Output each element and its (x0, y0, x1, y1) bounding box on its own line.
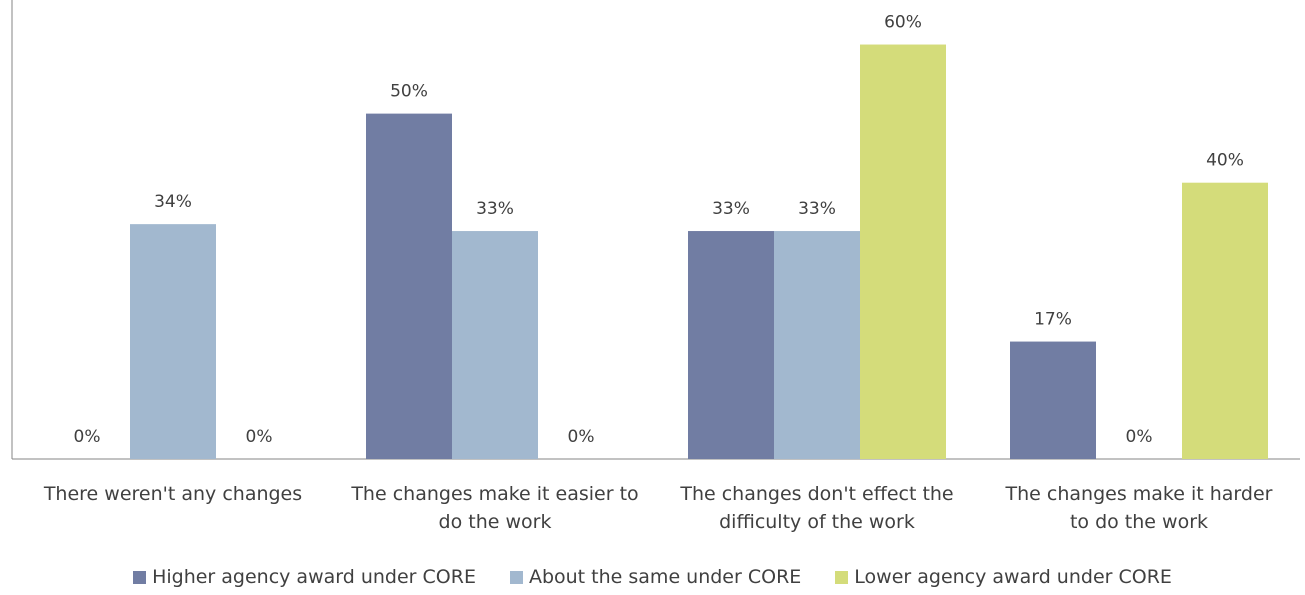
bar (774, 231, 860, 459)
legend-label: Higher agency award under CORE (152, 566, 476, 588)
data-label: 0% (74, 427, 101, 447)
legend-label: About the same under CORE (528, 566, 802, 588)
legend-item: Higher agency award under CORE (133, 566, 476, 588)
bar (1182, 182, 1268, 459)
bar (452, 231, 538, 459)
bar (688, 231, 774, 459)
bar (860, 44, 946, 460)
data-label: 50% (390, 82, 428, 102)
data-label: 33% (798, 199, 836, 219)
data-label: 17% (1034, 310, 1072, 330)
legend-item: Lower agency award under CORE (835, 566, 1172, 588)
data-label: 0% (246, 427, 273, 447)
data-label: 0% (568, 427, 595, 447)
category-label: The changes don't effect the difficulty o… (679, 483, 953, 533)
category-label: There weren't any changes (43, 483, 302, 505)
legend-label: Lower agency award under CORE (854, 566, 1172, 588)
data-label: 60% (884, 13, 922, 33)
data-label: 34% (154, 192, 192, 212)
bar-chart: 0% 34% 0% There weren't any changes 50% 33% 0%… (11, 0, 1300, 533)
data-label: 33% (476, 199, 514, 219)
data-label: 0% (1126, 427, 1153, 447)
legend-swatch (133, 570, 147, 584)
legend: Higher agency award under CORE About the … (0, 566, 1305, 588)
legend-swatch (509, 570, 523, 584)
bar (130, 224, 216, 459)
category-label: The changes make it harder to do the work (1005, 483, 1273, 533)
bar (366, 113, 452, 459)
legend-item: About the same under CORE (509, 566, 802, 588)
category-label: The changes make it easier to do the work (350, 483, 638, 533)
data-label: 33% (712, 199, 750, 219)
legend-swatch (835, 570, 849, 584)
data-label: 40% (1206, 151, 1244, 171)
bar (1010, 341, 1096, 459)
